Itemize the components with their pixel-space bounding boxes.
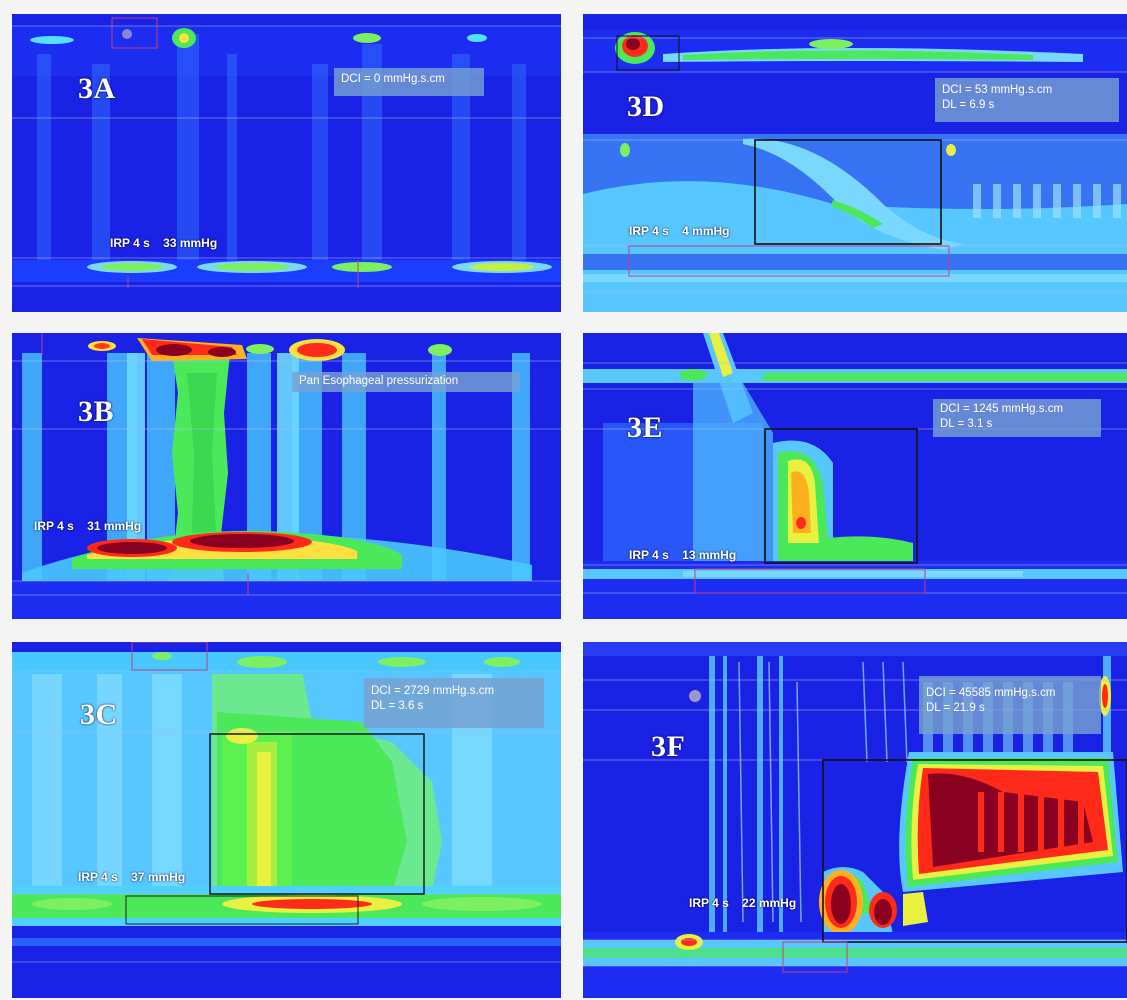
panel-3e: 3E DCI = 1245 mmHg.s.cm DL = 3.1 s IRP 4… (583, 333, 1127, 619)
pressurization-box: Pan Esophageal pressurization (292, 372, 520, 392)
pressure-topography-3d (583, 14, 1127, 312)
irp-label: IRP 4 s 37 mmHg (78, 870, 186, 884)
panel-3c: 3C DCI = 2729 mmHg.s.cm DL = 3.6 s IRP 4… (12, 642, 561, 998)
irp-label: IRP 4 s 33 mmHg (110, 236, 218, 250)
panel-label: 3D (627, 90, 665, 123)
dci-box: DCI = 1245 mmHg.s.cm DL = 3.1 s (933, 399, 1101, 437)
pressure-topography-3a (12, 14, 561, 312)
irp-label: IRP 4 s 13 mmHg (629, 548, 737, 562)
panel-3f: 3F DCI = 45585 mmHg.s.cm DL = 21.9 s IRP… (583, 642, 1127, 998)
irp-label: IRP 4 s 31 mmHg (34, 519, 142, 533)
dci-box: DCI = 0 mmHg.s.cm (334, 68, 484, 96)
panel-label: 3E (627, 411, 664, 444)
irp-label: IRP 4 s 22 mmHg (689, 896, 797, 910)
panel-3d: 3D DCI = 53 mmHg.s.cm DL = 6.9 s IRP 4 s… (583, 14, 1127, 312)
dl-value: DL = 21.9 s (926, 702, 985, 714)
panel-3a: 3A DCI = 0 mmHg.s.cm IRP 4 s 33 mmHg (12, 14, 561, 312)
dl-value: DL = 6.9 s (942, 99, 995, 111)
dci-value: DCI = 1245 mmHg.s.cm (940, 403, 1064, 415)
dci-value: DCI = 53 mmHg.s.cm (942, 84, 1053, 96)
dl-value: DL = 3.1 s (940, 418, 993, 430)
pressure-topography-3e (583, 333, 1127, 619)
panel-label: 3A (78, 72, 116, 105)
dci-box: DCI = 2729 mmHg.s.cm DL = 3.6 s (364, 678, 544, 728)
dl-value: DL = 3.6 s (371, 700, 424, 712)
panel-label: 3F (651, 730, 686, 763)
panel-3b: 3B Pan Esophageal pressurization IRP 4 s… (12, 333, 561, 619)
dci-box: DCI = 45585 mmHg.s.cm DL = 21.9 s (919, 676, 1101, 734)
irp-label: IRP 4 s 4 mmHg (629, 224, 730, 238)
panel-label: 3C (80, 698, 118, 731)
dci-value: DCI = 2729 mmHg.s.cm (371, 685, 495, 697)
pressure-topography-3c (12, 642, 561, 998)
panel-label: 3B (78, 395, 115, 428)
dci-box: DCI = 53 mmHg.s.cm DL = 6.9 s (935, 78, 1119, 122)
dci-value: DCI = 45585 mmHg.s.cm (926, 687, 1056, 699)
